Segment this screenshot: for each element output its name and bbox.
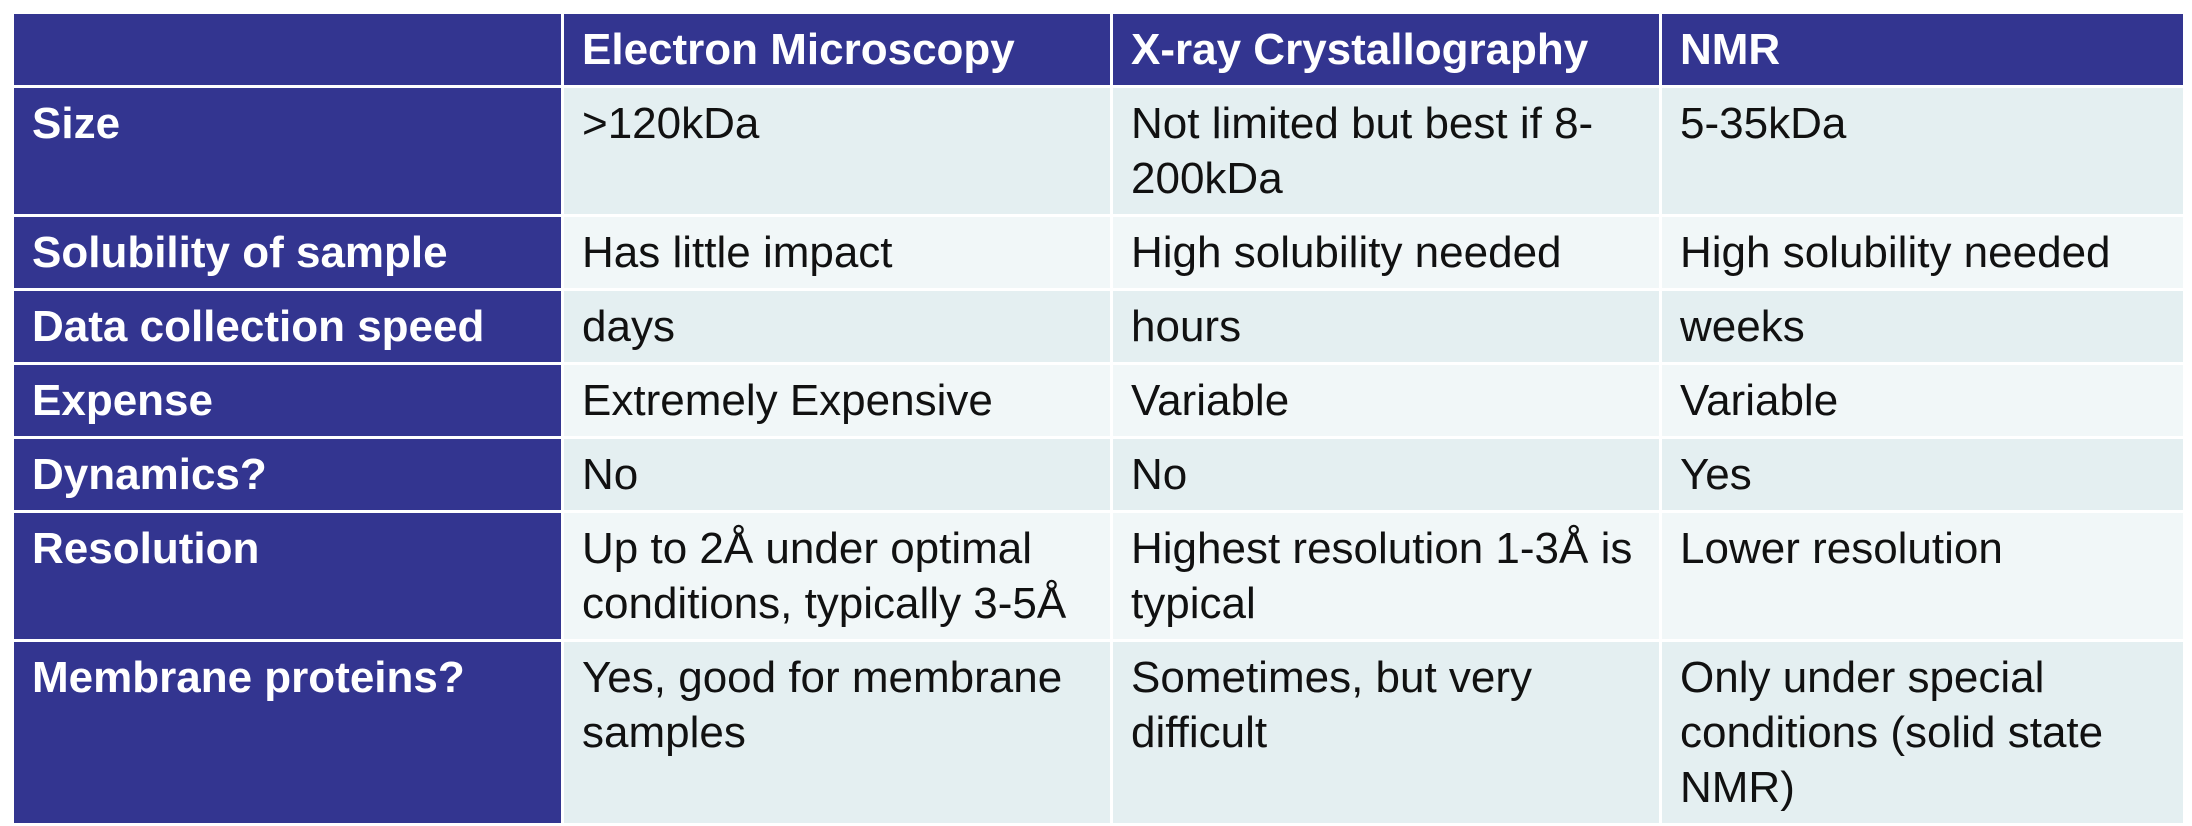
table-row-data-collection-speed: Data collection speed days hours weeks xyxy=(11,288,2186,365)
table-cell: days xyxy=(561,288,1113,365)
table-cell: Yes, good for membrane samples xyxy=(561,639,1113,826)
row-header: Size xyxy=(11,85,564,217)
row-header: Dynamics? xyxy=(11,436,564,513)
table-cell: 5-35kDa xyxy=(1659,85,2186,217)
table-row-membrane-proteins: Membrane proteins? Yes, good for membran… xyxy=(11,639,2186,826)
table-cell: Not limited but best if 8-200kDa xyxy=(1110,85,1662,217)
row-header: Data collection speed xyxy=(11,288,564,365)
table-cell: Variable xyxy=(1110,362,1662,439)
table-row-dynamics: Dynamics? No No Yes xyxy=(11,436,2186,513)
table-cell: Yes xyxy=(1659,436,2186,513)
table-row-size: Size >120kDa Not limited but best if 8-2… xyxy=(11,85,2186,217)
table-cell: hours xyxy=(1110,288,1662,365)
row-header: Resolution xyxy=(11,510,564,642)
row-header: Expense xyxy=(11,362,564,439)
table-cell: Only under special conditions (solid sta… xyxy=(1659,639,2186,826)
table-cell: >120kDa xyxy=(561,85,1113,217)
row-header: Membrane proteins? xyxy=(11,639,564,826)
table-cell: High solubility needed xyxy=(1110,214,1662,291)
table-cell: No xyxy=(561,436,1113,513)
table-cell: No xyxy=(1110,436,1662,513)
table-cell: Up to 2Å under optimal conditions, typic… xyxy=(561,510,1113,642)
table-row-solubility: Solubility of sample Has little impact H… xyxy=(11,214,2186,291)
header-row: Electron Microscopy X-ray Crystallograph… xyxy=(11,11,2186,88)
table-cell: Has little impact xyxy=(561,214,1113,291)
table-cell: High solubility needed xyxy=(1659,214,2186,291)
column-header-x-ray-crystallography: X-ray Crystallography xyxy=(1110,11,1662,88)
comparison-table: Electron Microscopy X-ray Crystallograph… xyxy=(11,11,2186,826)
column-header-nmr: NMR xyxy=(1659,11,2186,88)
column-header-electron-microscopy: Electron Microscopy xyxy=(561,11,1113,88)
corner-cell xyxy=(11,11,564,88)
table-cell: Highest resolution 1-3Å is typical xyxy=(1110,510,1662,642)
table-cell: Variable xyxy=(1659,362,2186,439)
table-row-expense: Expense Extremely Expensive Variable Var… xyxy=(11,362,2186,439)
table-cell: Sometimes, but very difficult xyxy=(1110,639,1662,826)
table-cell: Extremely Expensive xyxy=(561,362,1113,439)
table-cell: weeks xyxy=(1659,288,2186,365)
table-cell: Lower resolution xyxy=(1659,510,2186,642)
table-row-resolution: Resolution Up to 2Å under optimal condit… xyxy=(11,510,2186,642)
row-header: Solubility of sample xyxy=(11,214,564,291)
